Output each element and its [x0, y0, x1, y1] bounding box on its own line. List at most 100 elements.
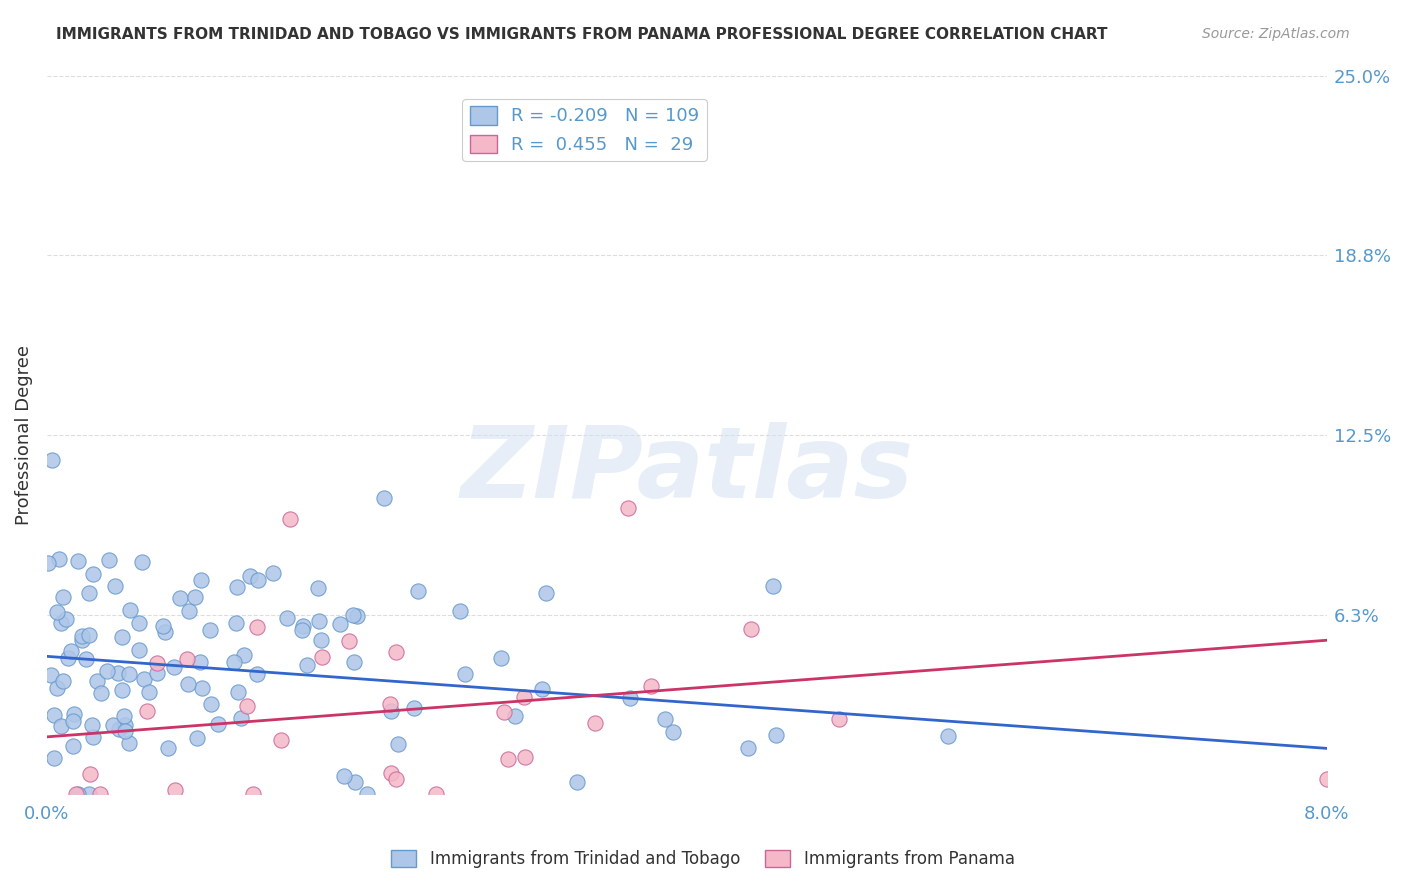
Point — [246, 574, 269, 588]
Point — [114, 718, 136, 732]
Point — [222, 656, 245, 670]
Point — [188, 655, 211, 669]
Point — [329, 617, 352, 632]
Point — [62, 739, 84, 753]
Point — [337, 633, 360, 648]
Point — [583, 715, 606, 730]
Point — [496, 752, 519, 766]
Point — [86, 673, 108, 688]
Point — [111, 683, 134, 698]
Point — [762, 579, 785, 593]
Point — [98, 553, 121, 567]
Point — [70, 633, 93, 648]
Point — [62, 714, 84, 728]
Point — [169, 591, 191, 606]
Point — [107, 666, 129, 681]
Point — [55, 612, 77, 626]
Point — [333, 769, 356, 783]
Point — [534, 586, 557, 600]
Point — [176, 652, 198, 666]
Point — [45, 681, 67, 695]
Point — [494, 705, 516, 719]
Point — [262, 566, 284, 580]
Point — [239, 568, 262, 582]
Point — [177, 677, 200, 691]
Point — [67, 788, 90, 802]
Point — [52, 590, 75, 604]
Point — [402, 701, 425, 715]
Point — [226, 685, 249, 699]
Point — [107, 723, 129, 737]
Point — [454, 666, 477, 681]
Point — [291, 624, 314, 638]
Point — [65, 788, 87, 802]
Point — [77, 788, 100, 802]
Point — [67, 553, 90, 567]
Point — [42, 751, 65, 765]
Point — [619, 690, 641, 705]
Point — [186, 731, 208, 746]
Point — [70, 629, 93, 643]
Point — [373, 491, 395, 505]
Point — [52, 673, 75, 688]
Point — [378, 697, 401, 711]
Point — [531, 681, 554, 696]
Point — [79, 767, 101, 781]
Point — [89, 788, 111, 802]
Point — [385, 645, 408, 659]
Point — [425, 788, 447, 802]
Point — [79, 586, 101, 600]
Point — [489, 651, 512, 665]
Point — [101, 717, 124, 731]
Point — [380, 704, 402, 718]
Point — [246, 620, 269, 634]
Point — [662, 725, 685, 739]
Point — [131, 555, 153, 569]
Point — [225, 580, 247, 594]
Point — [156, 740, 179, 755]
Point — [242, 788, 264, 802]
Point — [236, 698, 259, 713]
Point — [640, 679, 662, 693]
Point — [384, 772, 406, 786]
Point — [198, 624, 221, 638]
Point — [128, 643, 150, 657]
Point — [118, 666, 141, 681]
Point — [58, 651, 80, 665]
Point — [387, 737, 409, 751]
Point — [90, 686, 112, 700]
Point — [153, 625, 176, 640]
Point — [75, 652, 97, 666]
Y-axis label: Professional Degree: Professional Degree — [15, 345, 32, 525]
Point — [118, 737, 141, 751]
Point — [828, 712, 851, 726]
Point — [48, 551, 70, 566]
Point — [408, 584, 430, 599]
Point — [295, 657, 318, 672]
Point — [207, 717, 229, 731]
Legend: R = -0.209   N = 109, R =  0.455   N =  29: R = -0.209 N = 109, R = 0.455 N = 29 — [463, 99, 706, 161]
Point — [311, 649, 333, 664]
Point — [232, 648, 254, 662]
Point — [225, 616, 247, 631]
Point — [177, 604, 200, 618]
Point — [39, 668, 62, 682]
Point — [246, 667, 269, 681]
Point — [145, 656, 167, 670]
Point — [96, 664, 118, 678]
Point — [63, 706, 86, 721]
Point — [765, 728, 787, 742]
Point — [309, 632, 332, 647]
Point — [200, 697, 222, 711]
Point — [737, 741, 759, 756]
Point — [380, 765, 402, 780]
Point — [270, 732, 292, 747]
Point — [190, 574, 212, 588]
Point — [114, 724, 136, 739]
Point — [278, 512, 301, 526]
Point — [505, 709, 527, 723]
Point — [343, 655, 366, 669]
Point — [104, 579, 127, 593]
Point — [165, 783, 187, 797]
Point — [1316, 772, 1339, 787]
